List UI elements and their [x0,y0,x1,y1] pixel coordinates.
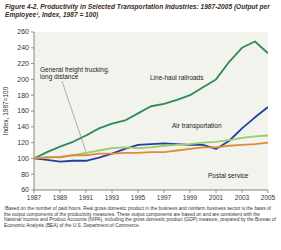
y-axis-label: Index, 1987=100 [2,86,9,135]
x-tick [216,190,217,193]
x-tick [190,190,191,193]
y-axis [34,32,35,190]
y-tick [31,158,34,159]
y-tick [31,190,34,191]
y-tick-label: 240 [17,44,29,51]
y-tick-label: 200 [17,76,29,83]
x-tick-label: 1989 [53,194,68,201]
chart: Figure 4-2. Productivity in Selected Tra… [0,0,281,250]
series-label: Line-haul railroads [150,74,204,81]
x-tick-label: 1999 [183,194,198,201]
x-tick [138,190,139,193]
y-tick-label: 140 [17,123,29,130]
series-line [34,135,268,158]
y-tick-label: 160 [17,107,29,114]
y-tick-label: 260 [17,28,29,35]
x-tick-label: 1997 [157,194,172,201]
title-line: Employee¹, Index, 1987 = 100) [5,11,98,19]
y-tick-label: 80 [21,171,29,178]
series-line [34,107,268,162]
series-label-line: long distance [40,73,79,81]
plot-area [34,32,268,190]
x-tick [268,190,269,193]
series-line [34,41,268,158]
x-tick-label: 2005 [261,194,276,201]
y-tick [31,95,34,96]
x-axis [34,190,268,191]
x-tick-label: 2003 [235,194,250,201]
y-tick-label: 60 [21,186,29,193]
y-tick-label: 100 [17,155,29,162]
series-label: Postal service [208,172,249,179]
background [0,0,281,250]
title: Figure 4-2. Productivity in Selected Tra… [5,3,270,19]
footnote-line: ¹Based on the number of paid hours. Real… [4,206,272,211]
y-tick-label: 120 [17,139,29,146]
footnote: ¹Based on the number of paid hours. Real… [4,206,277,228]
series-group [34,41,268,161]
x-tick-label: 1993 [105,194,120,201]
x-tick-label: 1995 [131,194,146,201]
series-label: Air transportation [172,122,222,130]
y-tick [31,47,34,48]
footnote-line: the output components of the productivit… [4,212,260,217]
y-tick [31,32,34,33]
footnote-line: National Income and Product Accounts (NI… [4,217,277,222]
y-tick [31,79,34,80]
x-tick [242,190,243,193]
series-label: General freight trucking,long distance [40,66,110,81]
y-tick-label: 220 [17,60,29,67]
x-tick [60,190,61,193]
footnote-line: Economic Analysis (BEA) of the U.S. Depa… [4,223,140,228]
series-line [34,143,268,159]
x-tick [34,190,35,193]
label-leader [62,81,86,152]
x-tick [112,190,113,193]
y-tick-label: 180 [17,92,29,99]
y-tick [31,142,34,143]
x-tick [164,190,165,193]
y-tick [31,126,34,127]
y-tick [31,63,34,64]
y-tick [31,174,34,175]
x-tick [86,190,87,193]
x-tick-label: 1991 [79,194,94,201]
title-line: Figure 4-2. Productivity in Selected Tra… [5,3,270,11]
x-tick-label: 2001 [209,194,224,201]
x-tick-label: 1987 [27,194,42,201]
y-tick [31,111,34,112]
